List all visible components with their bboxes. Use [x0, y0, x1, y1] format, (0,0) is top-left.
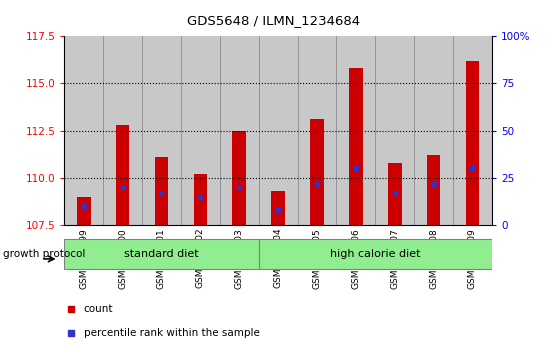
FancyBboxPatch shape [259, 240, 492, 269]
Bar [181, 36, 220, 225]
Bar [116, 125, 129, 225]
Bar [77, 197, 91, 225]
Bar [453, 36, 492, 225]
Bar [466, 61, 479, 225]
Bar [414, 36, 453, 225]
Bar [349, 68, 363, 225]
Bar [375, 36, 414, 225]
Text: count: count [83, 304, 113, 314]
Bar [310, 119, 324, 225]
Bar [155, 157, 168, 225]
Bar [388, 163, 401, 225]
Text: growth protocol: growth protocol [3, 249, 85, 259]
Text: standard diet: standard diet [124, 249, 199, 259]
Bar [259, 36, 297, 225]
Bar [142, 36, 181, 225]
Text: high calorie diet: high calorie diet [330, 249, 420, 259]
Bar [233, 131, 246, 225]
Bar [271, 191, 285, 225]
Bar [297, 36, 337, 225]
Text: percentile rank within the sample: percentile rank within the sample [83, 328, 259, 338]
Bar [427, 155, 440, 225]
FancyBboxPatch shape [64, 240, 259, 269]
Bar [337, 36, 375, 225]
Text: GDS5648 / ILMN_1234684: GDS5648 / ILMN_1234684 [187, 15, 361, 28]
Bar [64, 36, 103, 225]
Bar [193, 174, 207, 225]
Bar [103, 36, 142, 225]
Bar [220, 36, 259, 225]
